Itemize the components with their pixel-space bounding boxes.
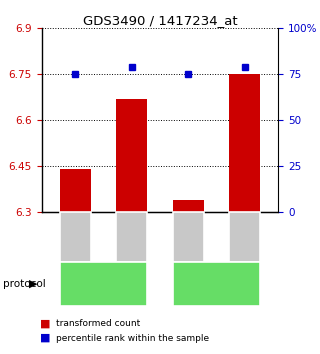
- Text: transformed count: transformed count: [56, 319, 140, 329]
- Text: Deaf-1 deficiency: Deaf-1 deficiency: [177, 280, 256, 289]
- Title: GDS3490 / 1417234_at: GDS3490 / 1417234_at: [83, 14, 237, 27]
- Bar: [60, 170, 91, 212]
- Bar: [116, 99, 147, 212]
- Text: ■: ■: [40, 333, 50, 343]
- Text: GSM310448: GSM310448: [71, 211, 80, 264]
- Text: GSM310452: GSM310452: [240, 211, 249, 264]
- Text: ▶: ▶: [29, 279, 38, 289]
- Bar: [229, 74, 260, 212]
- Text: protocol: protocol: [3, 279, 46, 289]
- Bar: [173, 200, 204, 212]
- Text: GSM310449: GSM310449: [184, 211, 193, 263]
- Text: Deaf-1
overexpression: Deaf-1 overexpression: [69, 274, 138, 294]
- Text: percentile rank within the sample: percentile rank within the sample: [56, 333, 209, 343]
- Text: GSM310450: GSM310450: [127, 211, 136, 264]
- Text: ■: ■: [40, 319, 50, 329]
